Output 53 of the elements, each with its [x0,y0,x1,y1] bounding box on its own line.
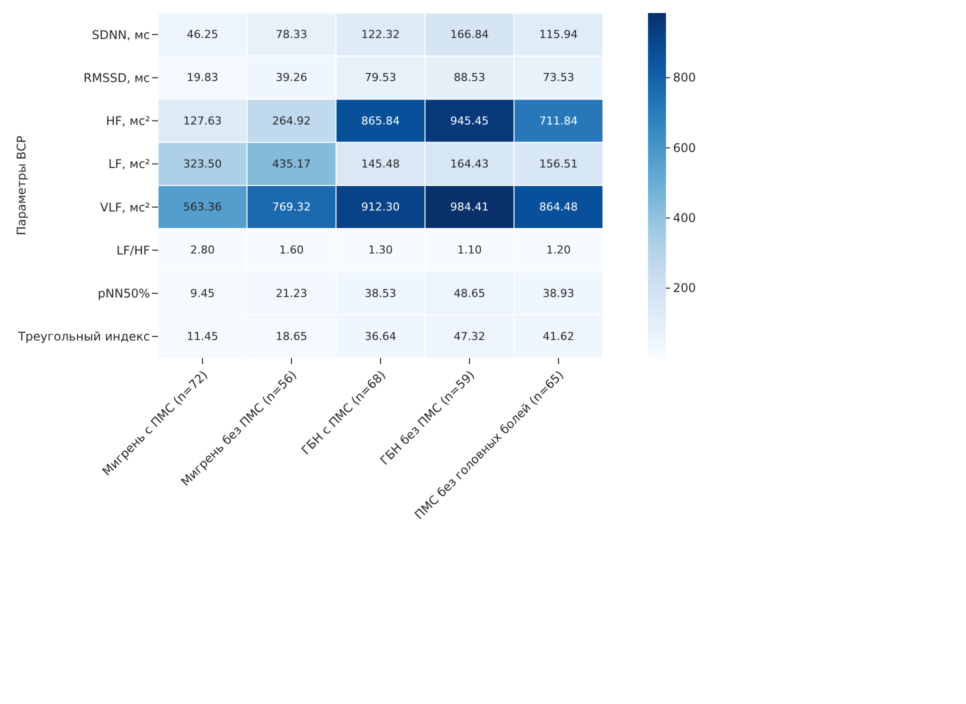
y-tick-label: pNN50% [98,286,150,301]
y-tick-label: LF, мс² [108,157,150,172]
data-label: 1.20 [546,244,571,257]
data-label: 563.36 [183,200,222,214]
data-label: 73.53 [542,71,574,84]
y-tick-label: HF, мс² [106,114,150,128]
y-tick-label: Треугольный индекс [17,330,150,344]
data-label: 2.80 [190,244,215,257]
data-label: 323.50 [183,157,222,170]
data-label: 166.84 [450,28,489,42]
data-label: 127.63 [183,114,222,128]
data-label: 984.41 [450,200,489,214]
data-label: 1.10 [457,244,482,257]
data-label: 39.26 [276,71,308,84]
data-label: 115.94 [539,28,578,42]
data-label: 21.23 [276,286,308,300]
y-axis-title: Параметры ВСР [14,136,28,236]
data-label: 38.53 [364,286,396,300]
data-label: 769.32 [272,200,311,214]
y-tick-label: LF/HF [116,243,150,258]
data-label: 435.17 [272,157,311,170]
data-label: 48.65 [454,286,486,300]
data-label: 9.45 [190,286,215,300]
data-label: 864.48 [539,200,578,214]
data-label: 38.93 [542,286,574,300]
color-bar-label: 800 [673,70,696,85]
data-label: 78.33 [276,28,308,42]
y-tick-label: SDNN, мс [92,28,150,42]
data-label: 711.84 [539,114,578,128]
data-label: 19.83 [186,71,218,84]
data-label: 47.32 [454,330,486,343]
data-label: 156.51 [539,157,578,170]
data-label: 41.62 [542,330,574,343]
y-tick-label: RMSSD, мс [84,70,150,85]
data-label: 945.45 [450,114,489,128]
color-bar-label: 600 [673,140,696,155]
data-label: 36.64 [364,330,396,343]
data-label: 865.84 [361,114,400,128]
data-label: 164.43 [450,157,489,170]
color-bar-label: 400 [673,211,696,226]
data-label: 11.45 [186,330,218,343]
data-label: 1.60 [279,244,304,257]
data-label: 88.53 [454,71,486,84]
data-label: 79.53 [364,71,396,84]
data-label: 145.48 [361,157,400,170]
data-label: 264.92 [272,114,311,128]
color-bar-label: 200 [673,281,696,296]
data-label: 912.30 [361,200,400,214]
y-tick-label: VLF, мс² [100,200,150,214]
data-label: 18.65 [276,330,308,343]
data-label: 122.32 [361,28,400,42]
data-label: 1.30 [368,244,393,257]
data-label: 46.25 [186,28,218,42]
